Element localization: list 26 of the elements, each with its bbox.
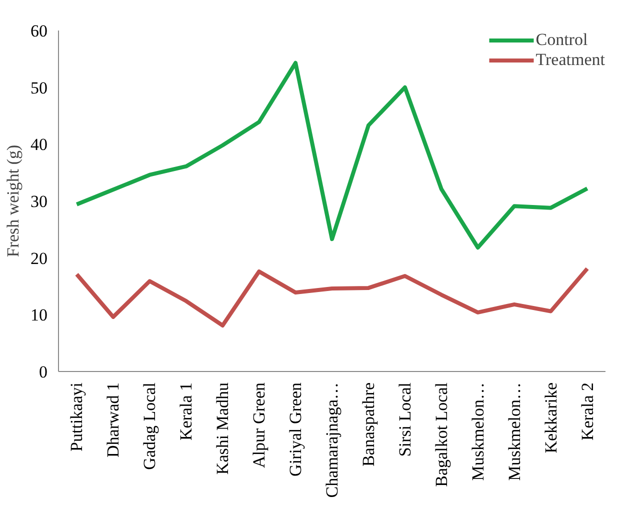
- x-tick-label: Banaspathre: [358, 382, 378, 467]
- y-axis-title: Fresh weight (g): [4, 144, 22, 258]
- x-tick-label: Kerala 2: [578, 382, 597, 441]
- y-tick-label: 50: [30, 78, 48, 98]
- y-tick-label: 40: [30, 135, 48, 154]
- legend-label: Treatment: [536, 50, 605, 70]
- x-tick-label: Kekkarike: [541, 382, 560, 454]
- y-tick-label: 10: [30, 306, 48, 325]
- y-tick-label: 0: [39, 362, 48, 382]
- x-tick-label: Gadag Local: [140, 382, 160, 470]
- legend-label: Control: [536, 30, 588, 50]
- x-tick-label: Sirsi Local: [395, 382, 414, 457]
- x-tick-label: Kerala 1: [176, 382, 196, 441]
- x-tick-label: Dharwad 1: [104, 382, 123, 458]
- y-tick-label: 20: [30, 248, 48, 268]
- x-tick-label: Giriyal Green: [286, 382, 306, 476]
- x-tick-label: Alpur Green: [250, 382, 269, 468]
- x-tick-label: Muskmelon…: [468, 382, 488, 481]
- y-tick-label: 60: [30, 22, 48, 40]
- x-tick-label: Puttikaayi: [67, 382, 86, 452]
- y-tick-label: 30: [30, 192, 48, 211]
- x-tick-label: Bagalkot Local: [432, 382, 451, 487]
- x-tick-label: Kashi Madhu: [213, 382, 232, 475]
- line-series: [74, 266, 590, 328]
- x-tick-label: Chamarajnaga…: [322, 382, 342, 498]
- x-tick-label: Muskmelon…: [504, 382, 524, 481]
